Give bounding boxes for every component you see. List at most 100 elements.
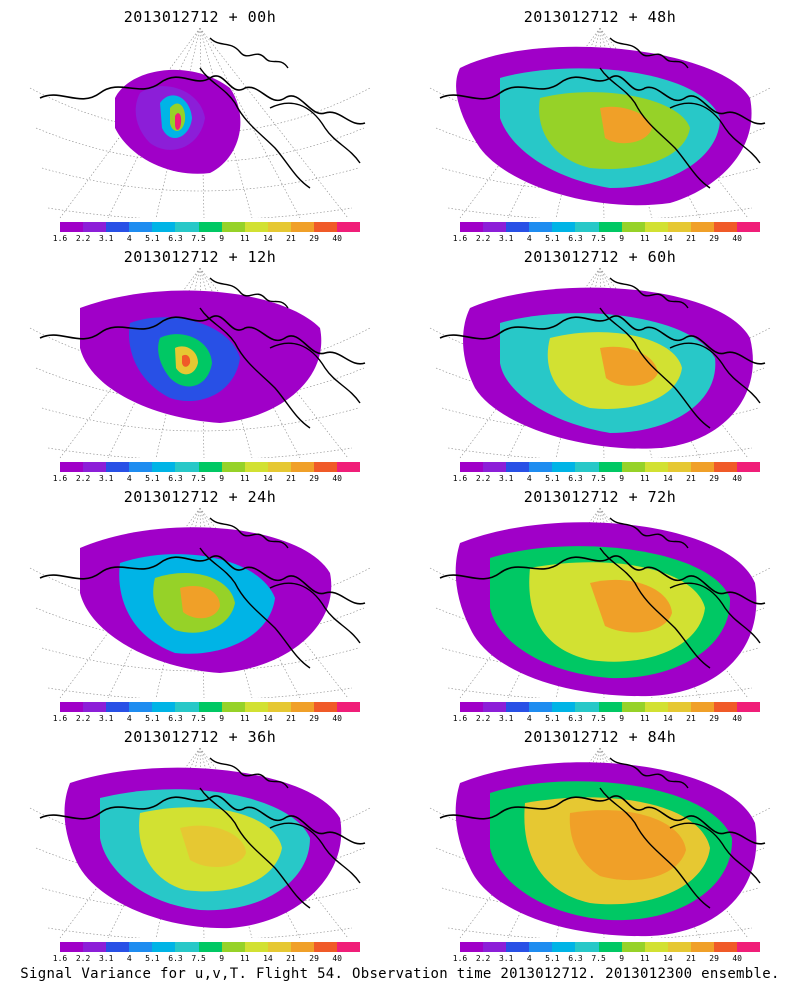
- panel-48h: 2013012712 + 48h 1.6 2.2 3.1 4 5.1 6.3 7.5 9 11 1…: [400, 0, 800, 245]
- colorbar-tick-label: 11: [239, 474, 250, 483]
- colorbar-swatch: [737, 942, 761, 952]
- colorbar-swatch: [552, 702, 576, 712]
- panel-00h: 2013012712 + 00h 1.6 2.2 3.1 4 5.1 6.3 7.5 9 11 1…: [0, 0, 400, 245]
- colorbar-swatch: [337, 222, 361, 232]
- colorbar-swatch: [129, 942, 153, 952]
- colorbar-tick-label: 21: [686, 714, 696, 723]
- colorbar-swatch: [667, 942, 691, 952]
- colorbar-swatch: [529, 462, 553, 472]
- panel-24h: 2013012712 + 24h 1.6 2.2 3.1 4 5.1 6.3 7.5 9 11 1…: [0, 480, 400, 725]
- colorbar-swatch: [714, 222, 738, 232]
- colorbar-swatch: [575, 222, 599, 232]
- colorbar: [60, 942, 361, 952]
- colorbar-swatch: [667, 462, 691, 472]
- panel-title: 2013012712 + 36h: [123, 728, 277, 746]
- colorbar-tick-label: 4: [526, 954, 532, 963]
- colorbar-swatch: [575, 942, 599, 952]
- colorbar-tick-label: 14: [263, 714, 273, 723]
- colorbar-swatch: [129, 702, 153, 712]
- colorbar-swatch: [198, 462, 222, 472]
- colorbar-tick-label: 3.1: [498, 954, 514, 963]
- colorbar-ticks: 1.6 2.2 3.1 4 5.1 6.3 7.5 9 11 14 21 29 40: [53, 474, 360, 484]
- colorbar-tick-label: 40: [332, 714, 343, 723]
- colorbar-swatch: [129, 222, 153, 232]
- colorbar: [60, 702, 361, 712]
- colorbar-swatch: [267, 702, 291, 712]
- colorbar-swatch: [690, 702, 715, 712]
- colorbar-tick-label: 11: [239, 714, 250, 723]
- colorbar-tick-label: 5.1: [145, 714, 160, 723]
- colorbar-swatch: [483, 462, 507, 472]
- colorbar-swatch: [221, 702, 245, 712]
- colorbar-swatch: [644, 702, 668, 712]
- colorbar-swatch: [552, 222, 576, 232]
- variance-map: [429, 508, 771, 698]
- colorbar-tick-label: 29: [309, 714, 319, 723]
- colorbar-swatch: [221, 462, 245, 472]
- colorbar-swatch: [267, 222, 291, 232]
- panel-60h: 2013012712 + 60h 1.6 2.2 3.1 4 5.1 6.3 7.5 9 11 1…: [400, 240, 800, 485]
- colorbar-swatch: [529, 942, 553, 952]
- colorbar-swatch: [106, 942, 130, 952]
- colorbar-tick-label: 4: [526, 234, 532, 243]
- colorbar-tick-label: 21: [286, 474, 296, 483]
- colorbar-swatch: [598, 942, 622, 952]
- colorbar-tick-label: 9: [619, 474, 625, 483]
- colorbar-tick-label: 3.1: [98, 714, 114, 723]
- colorbar-swatch: [621, 702, 645, 712]
- colorbar-swatch: [690, 462, 715, 472]
- colorbar-swatch: [575, 462, 599, 472]
- colorbar-tick-label: 5.1: [545, 714, 560, 723]
- colorbar-swatch: [152, 462, 176, 472]
- panel-title: 2013012712 + 12h: [123, 248, 277, 266]
- colorbar-swatch: [598, 702, 622, 712]
- colorbar-tick-label: 5.1: [145, 474, 160, 483]
- variance-map: [29, 508, 371, 698]
- colorbar-swatch: [506, 942, 530, 952]
- colorbar-swatch: [714, 462, 738, 472]
- colorbar-tick-label: 29: [309, 474, 319, 483]
- colorbar-tick-label: 6.3: [568, 954, 583, 963]
- colorbar-swatch: [175, 462, 199, 472]
- colorbar-swatch: [175, 702, 199, 712]
- colorbar-tick-label: 1.6: [452, 234, 468, 243]
- colorbar-tick-label: 5.1: [145, 954, 160, 963]
- panel-title: 2013012712 + 48h: [523, 8, 677, 26]
- colorbar-tick-label: 2.2: [75, 234, 91, 243]
- colorbar-tick-label: 6.3: [168, 954, 183, 963]
- colorbar-swatch: [460, 702, 484, 712]
- colorbar-tick-label: 11: [639, 714, 650, 723]
- panel-36h: 2013012712 + 36h 1.6 2.2 3.1 4 5.1 6.3 7.5 9 11 1…: [0, 720, 400, 965]
- colorbar-swatch: [83, 942, 107, 952]
- colorbar-ticks: 1.6 2.2 3.1 4 5.1 6.3 7.5 9 11 14 21 29 40: [53, 954, 360, 964]
- panel-title: 2013012712 + 72h: [523, 488, 677, 506]
- colorbar-tick-label: 3.1: [98, 474, 114, 483]
- colorbar-tick-label: 14: [263, 234, 273, 243]
- colorbar-tick-label: 2.2: [75, 954, 91, 963]
- colorbar-tick-label: 1.6: [52, 714, 68, 723]
- colorbar-tick-label: 6.3: [568, 474, 583, 483]
- colorbar-swatch: [198, 702, 222, 712]
- colorbar-swatch: [129, 462, 153, 472]
- colorbar-tick-label: 21: [686, 954, 696, 963]
- colorbar-swatch: [244, 702, 268, 712]
- colorbar-swatch: [483, 222, 507, 232]
- colorbar: [460, 702, 761, 712]
- colorbar-tick-label: 2.2: [75, 714, 91, 723]
- colorbar-swatch: [483, 942, 507, 952]
- colorbar-tick-label: 5.1: [545, 234, 560, 243]
- colorbar-swatch: [314, 702, 338, 712]
- colorbar-swatch: [483, 702, 507, 712]
- colorbar-tick-label: 2.2: [475, 234, 491, 243]
- colorbar-swatch: [506, 222, 530, 232]
- colorbar-tick-label: 3.1: [498, 714, 514, 723]
- colorbar-swatch: [506, 702, 530, 712]
- colorbar-swatch: [644, 942, 668, 952]
- colorbar-tick-label: 7.5: [591, 954, 606, 963]
- colorbar-tick-label: 4: [526, 714, 532, 723]
- colorbar-tick-label: 9: [219, 474, 225, 483]
- colorbar-tick-label: 14: [263, 954, 273, 963]
- colorbar-tick-label: 1.6: [452, 474, 468, 483]
- colorbar-tick-label: 29: [709, 714, 719, 723]
- colorbar-swatch: [667, 702, 691, 712]
